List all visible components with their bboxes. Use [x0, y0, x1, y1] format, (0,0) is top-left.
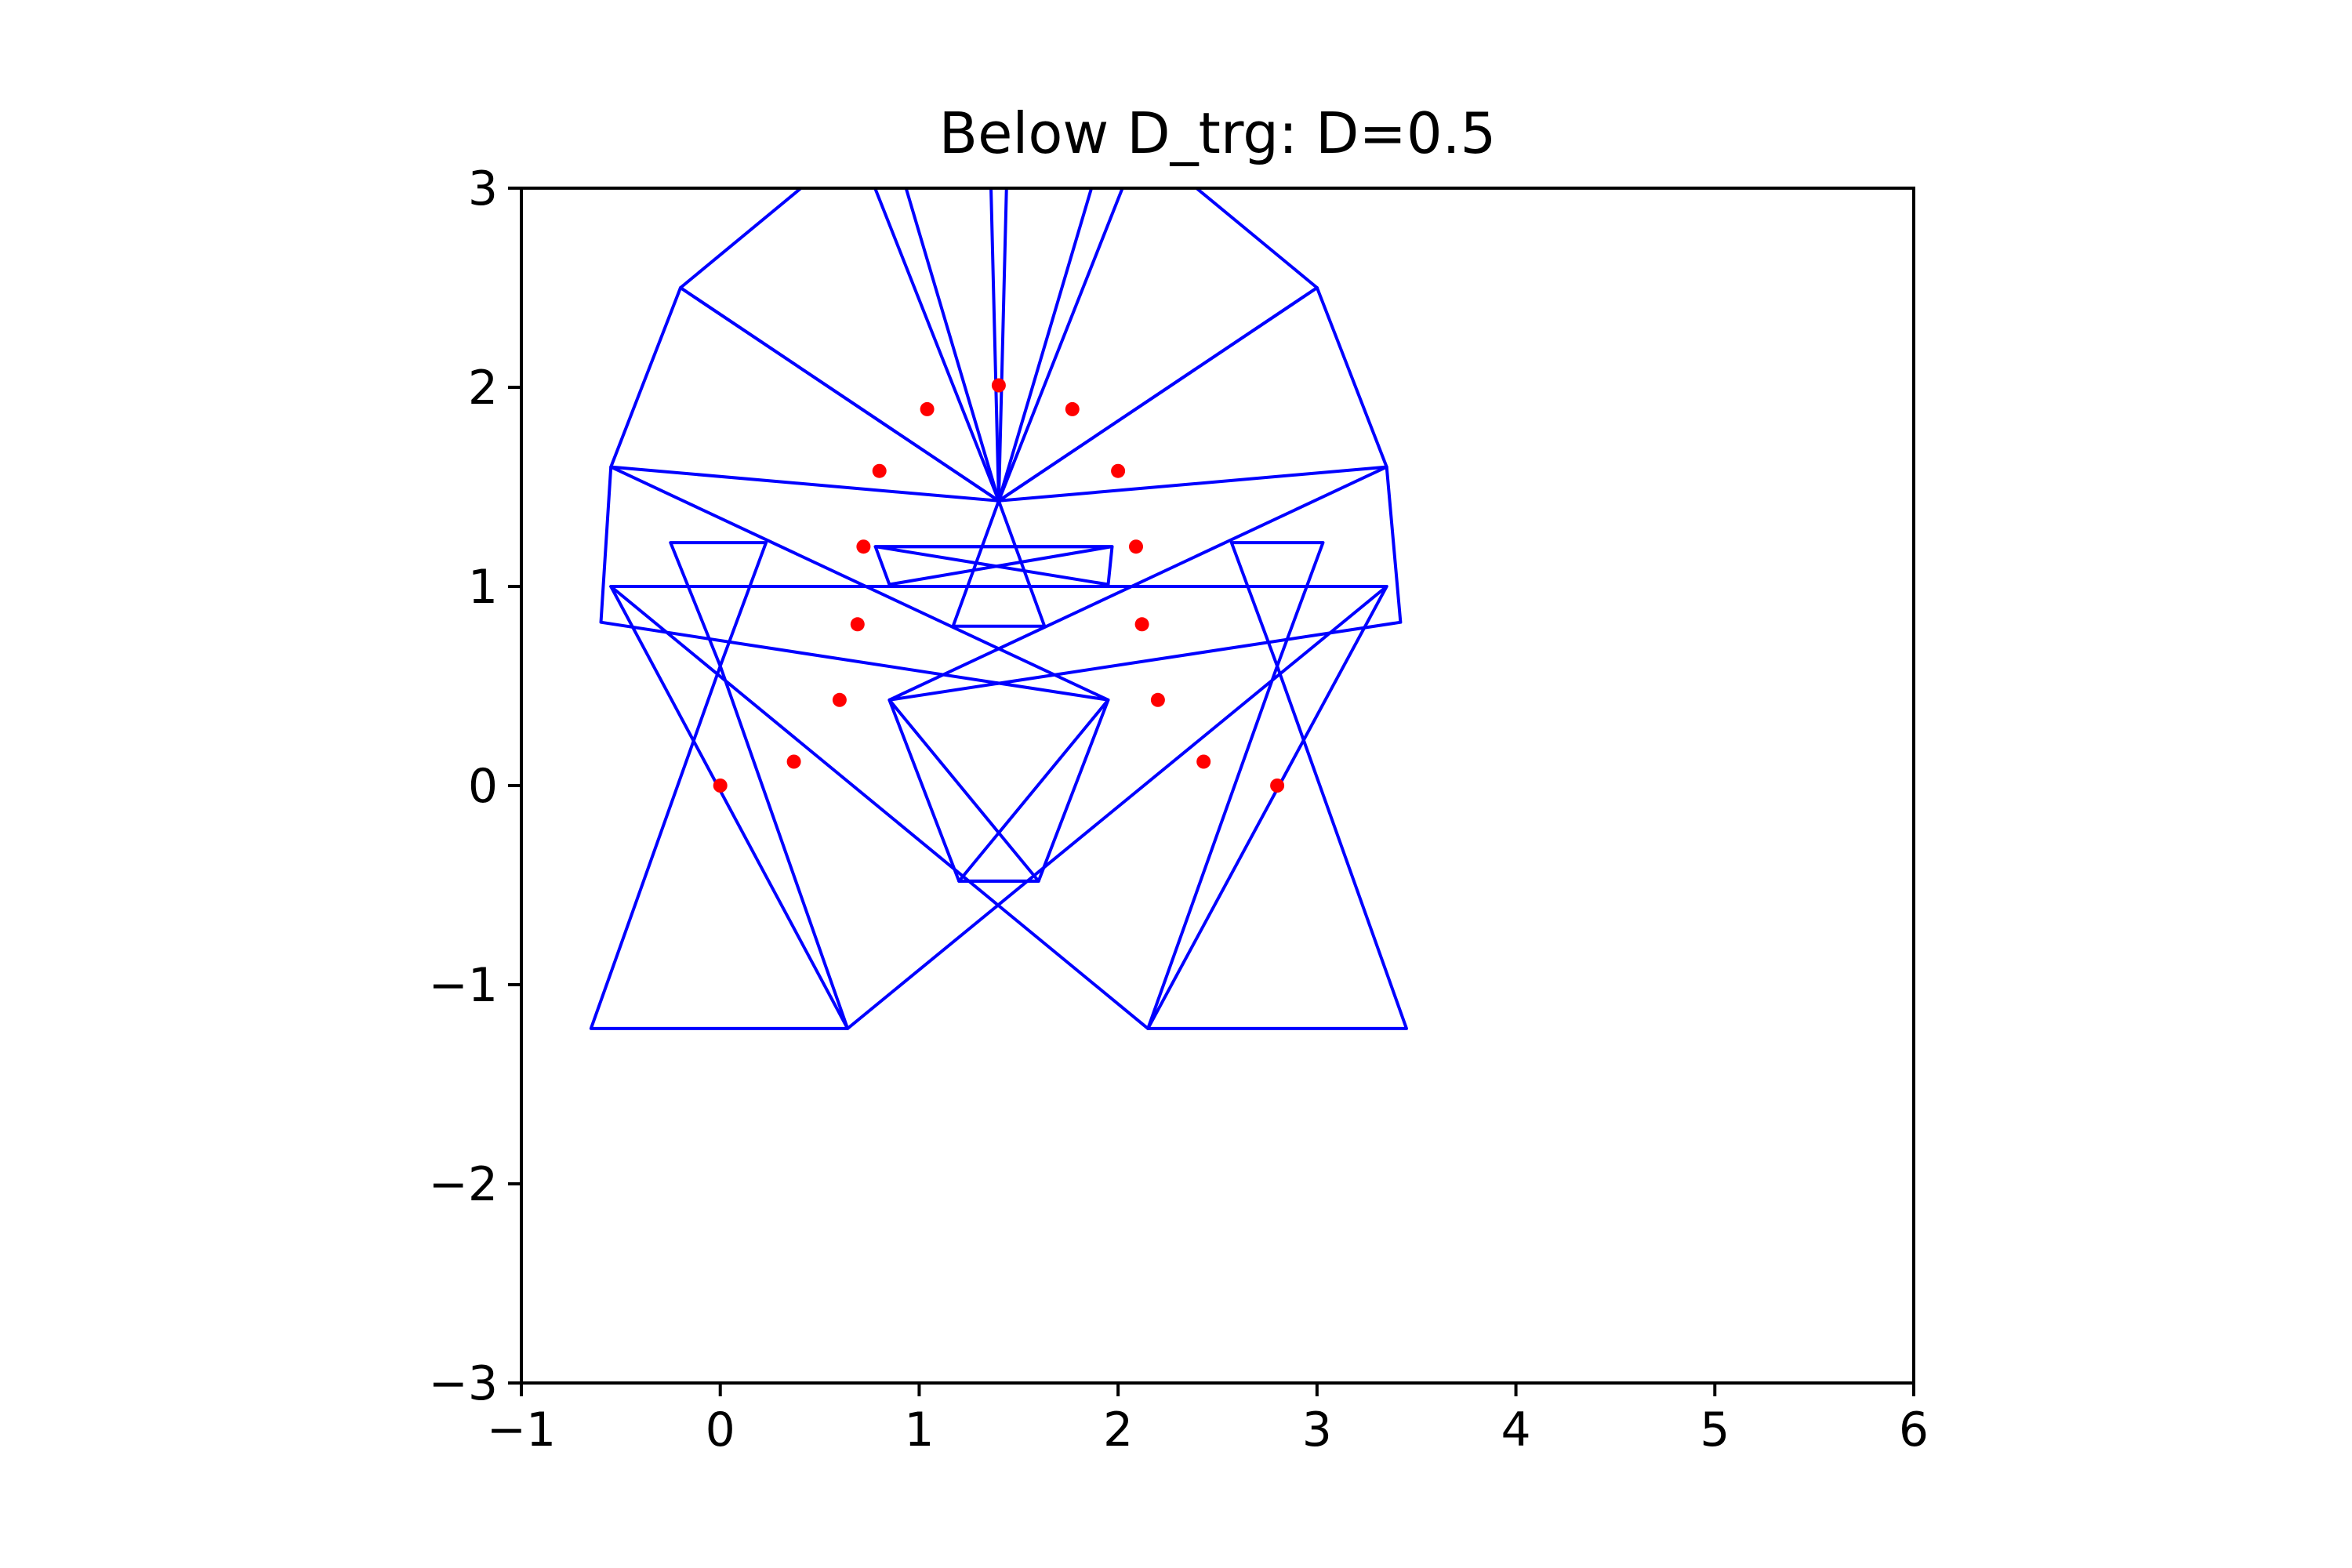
triangle-0: [589, 664, 850, 1030]
triangle-8: [669, 541, 768, 668]
y-tick-label: 1: [468, 560, 498, 615]
triangle-14: [996, 286, 1388, 503]
triangle-5: [887, 465, 1403, 702]
triangle-1: [1146, 664, 1408, 1030]
triangle-2: [609, 585, 1388, 1030]
data-point-3: [850, 617, 865, 632]
data-point-1: [786, 754, 801, 769]
y-axis: −3 −2 −1 0 1 2 3: [429, 162, 521, 1411]
x-tick-label: 1: [904, 1403, 934, 1457]
y-tick-label: 0: [468, 759, 498, 814]
triangle-16: [996, 188, 1319, 503]
x-tick-label: −1: [487, 1403, 556, 1457]
x-tick-label: 2: [1103, 1403, 1133, 1457]
y-tick-label: −3: [429, 1356, 498, 1411]
data-point-10: [1129, 539, 1143, 554]
x-tick-label: 3: [1302, 1403, 1332, 1457]
data-point-7: [991, 378, 1006, 393]
triangle-12: [951, 499, 1047, 628]
x-tick-label: 5: [1700, 1403, 1730, 1457]
triangle-9: [1229, 541, 1325, 668]
axes-frame: [520, 187, 1915, 1385]
data-point-12: [1150, 692, 1165, 707]
x-tick-label: 6: [1899, 1403, 1929, 1457]
x-tick-label: 0: [706, 1403, 735, 1457]
triangle-11: [873, 545, 1114, 586]
triangle-13: [609, 286, 1000, 503]
plot-area: [589, 188, 1408, 1030]
triangle-18: [989, 188, 1124, 503]
data-point-4: [856, 539, 871, 554]
chart-title: Below D_trg: D=0.5: [939, 100, 1497, 166]
triangle-6: [887, 698, 1040, 883]
data-point-8: [1065, 401, 1080, 416]
data-point-0: [713, 779, 728, 793]
triangle-7: [957, 698, 1110, 883]
data-point-2: [832, 692, 847, 707]
triangle-4: [599, 465, 1110, 702]
y-tick-label: 3: [468, 162, 498, 216]
y-tick-label: −1: [429, 958, 498, 1013]
data-point-6: [920, 401, 935, 416]
data-point-9: [1111, 463, 1126, 478]
triangle-15: [679, 188, 1000, 503]
y-tick-label: 2: [468, 361, 498, 416]
x-axis: −1 0 1 2 3 4 5 6: [487, 1383, 1929, 1457]
data-point-5: [872, 463, 887, 478]
data-point-11: [1134, 617, 1149, 632]
data-point-14: [1270, 779, 1285, 793]
triangle-3: [609, 585, 1388, 1030]
y-tick-label: −2: [429, 1157, 498, 1212]
data-point-13: [1196, 754, 1211, 769]
triangle-17: [873, 188, 1008, 503]
x-tick-label: 4: [1501, 1403, 1530, 1457]
